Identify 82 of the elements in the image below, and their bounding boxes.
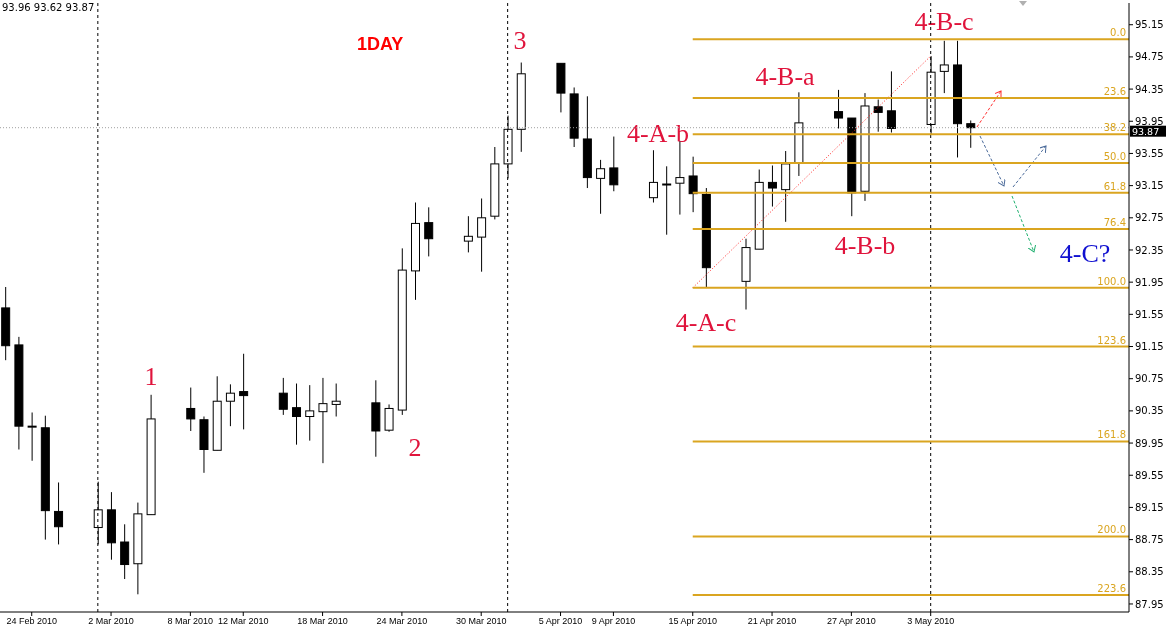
- annotation: 38.2: [1103, 122, 1126, 134]
- annotation: 223.6: [1097, 583, 1126, 595]
- annotation: 0.0: [1110, 27, 1126, 39]
- annotation: 161.8: [1097, 429, 1126, 441]
- y-tick-label: 89.15: [1135, 501, 1164, 513]
- candlestick: [767, 165, 777, 208]
- candlestick: [886, 70, 896, 134]
- y-tick-label: 95.15: [1135, 19, 1164, 31]
- annotation: 2: [408, 433, 422, 462]
- x-tick-label: 24 Mar 2010: [376, 616, 428, 627]
- candlestick: [675, 140, 685, 216]
- x-tick-label: 18 Mar 2010: [297, 616, 348, 627]
- annotation: 4-A-b: [626, 119, 690, 148]
- y-tick-label: 90.75: [1135, 373, 1164, 385]
- candlestick: [424, 206, 434, 257]
- y-tick-label: 88.35: [1135, 566, 1164, 578]
- annotation: 23.6: [1103, 85, 1126, 97]
- y-tick-label: 89.95: [1135, 437, 1164, 449]
- y-tick-label: 92.35: [1135, 244, 1164, 256]
- candlestick: [239, 353, 249, 430]
- annotation: 61.8: [1103, 180, 1126, 192]
- candlestick: [331, 383, 341, 418]
- y-tick-label: 93.95: [1135, 115, 1164, 127]
- candlestick: [186, 387, 196, 432]
- candlestick: [834, 89, 844, 129]
- x-tick-label: 12 Mar 2010: [217, 616, 269, 627]
- annotation: 4-C?: [1059, 239, 1111, 268]
- annotation: 4-A-c: [675, 308, 737, 337]
- y-tick-label: 94.75: [1135, 51, 1164, 63]
- x-tick-label: 5 Apr 2010: [538, 616, 583, 627]
- x-tick-label: 3 May 2010: [907, 616, 955, 627]
- candlestick: [648, 149, 658, 204]
- annotation: 1: [144, 362, 158, 391]
- candlestick: [305, 384, 315, 442]
- candlestick: [966, 119, 976, 149]
- annotation: 200.0: [1097, 524, 1126, 536]
- y-tick-label: 91.15: [1135, 341, 1164, 353]
- x-tick-label: 27 Apr 2010: [827, 616, 876, 627]
- y-tick-label: 93.15: [1135, 180, 1164, 192]
- y-tick-label: 91.55: [1135, 308, 1164, 320]
- x-tick-label: 2 Mar 2010: [88, 616, 134, 627]
- candlestick: [688, 156, 698, 213]
- candlestick: [292, 383, 302, 446]
- y-tick-label: 94.35: [1135, 83, 1164, 95]
- y-tick-label: 93.55: [1135, 147, 1164, 159]
- annotation: 100.0: [1097, 275, 1126, 287]
- candlestick: [463, 215, 473, 253]
- text: 1DAY: [357, 34, 404, 55]
- candlestick: [609, 136, 619, 192]
- candlestick: [225, 383, 235, 427]
- x-tick-label: 21 Apr 2010: [747, 616, 797, 627]
- candlestick: [939, 40, 949, 94]
- annotation: 4-B-a: [755, 62, 816, 91]
- ref-line-label: 93.87: [1132, 125, 1160, 137]
- x-tick-label: 15 Apr 2010: [668, 616, 718, 627]
- y-tick-label: 89.55: [1135, 469, 1164, 481]
- candlestick: [54, 481, 64, 545]
- annotation: 4-B-c: [914, 7, 974, 36]
- candlestick: [27, 411, 37, 462]
- annotation: 123.6: [1097, 334, 1126, 346]
- candlestick: [662, 165, 672, 236]
- y-tick-label: 91.95: [1135, 276, 1164, 288]
- candlestick: [278, 377, 288, 416]
- candlestick: [318, 377, 328, 464]
- candlestick: [873, 99, 883, 133]
- candlestick: [477, 197, 487, 273]
- x-tick-label: 9 Apr 2010: [591, 616, 636, 627]
- y-tick-label: 88.75: [1135, 534, 1164, 546]
- annotation: 3: [513, 26, 527, 55]
- x-tick-label: 24 Feb 2010: [6, 616, 57, 627]
- y-tick-label: 90.35: [1135, 405, 1164, 417]
- y-tick-label: 87.95: [1135, 598, 1164, 610]
- annotation: 4-B-b: [834, 231, 896, 260]
- candlestick: [120, 523, 130, 580]
- annotation: 50.0: [1103, 151, 1126, 163]
- x-tick-label: 30 Mar 2010: [455, 616, 507, 627]
- y-tick-label: 92.75: [1135, 212, 1164, 224]
- annotation: 76.4: [1103, 217, 1126, 229]
- annotation: 93.96 93.62 93.87: [2, 2, 95, 13]
- x-tick-label: 8 Mar 2010: [167, 616, 214, 627]
- candlestick: [384, 403, 394, 433]
- candlestick: [596, 159, 606, 215]
